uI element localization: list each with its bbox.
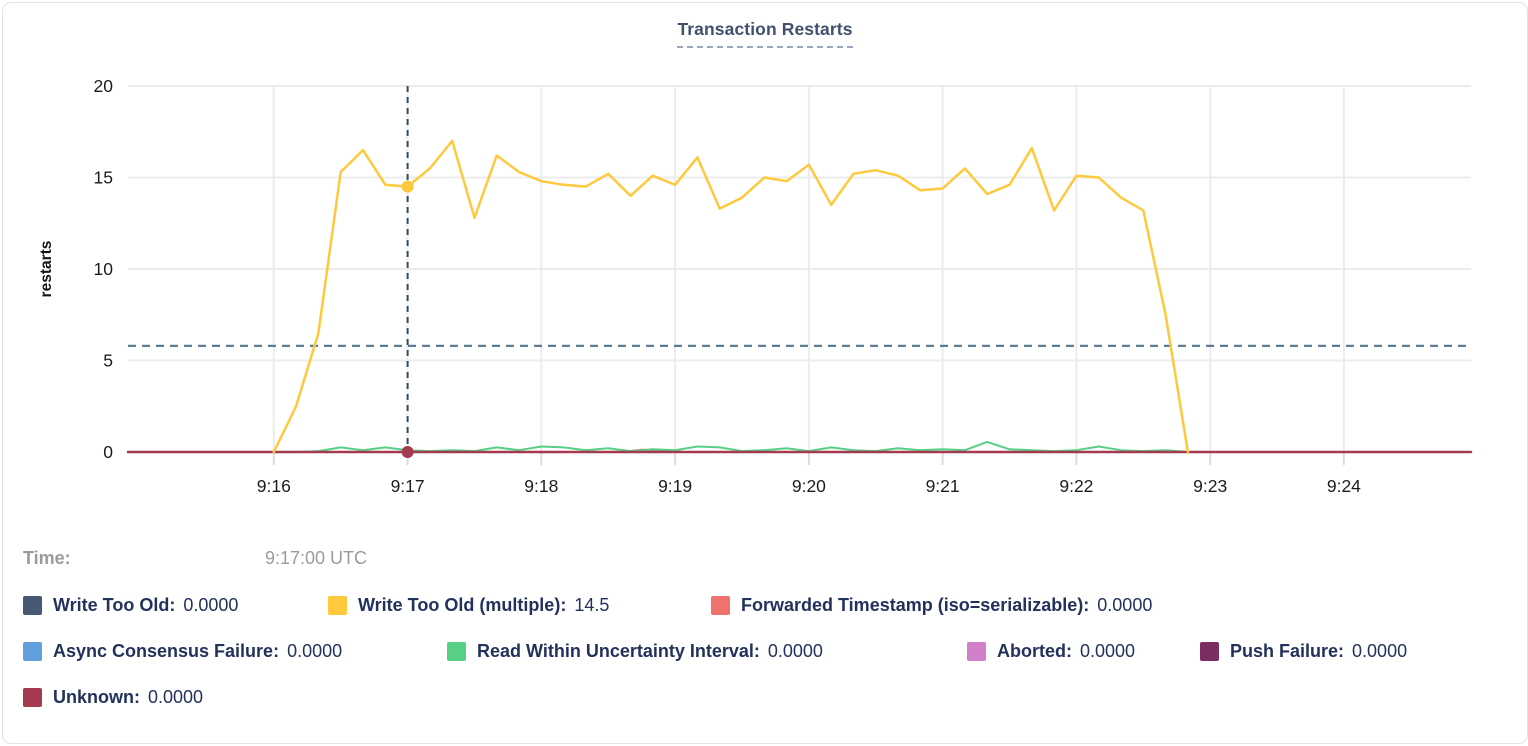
- x-tick-label: 9:17: [391, 476, 425, 496]
- legend-item-push-failure: Push Failure: 0.0000: [1200, 640, 1407, 662]
- legend-value: 0.0000: [1352, 640, 1408, 661]
- legend-label: Async Consensus Failure:: [53, 640, 280, 661]
- chart-title[interactable]: Transaction Restarts: [677, 19, 853, 48]
- x-tick-label: 9:24: [1327, 476, 1361, 496]
- x-tick-label: 9:23: [1193, 476, 1227, 496]
- y-tick-label: 10: [94, 259, 114, 279]
- legend-value: 0.0000: [287, 640, 343, 661]
- hover-dot-write-too-old-multiple: [401, 180, 414, 193]
- chart-title-wrap: Transaction Restarts: [3, 19, 1527, 48]
- legend-value: 0.0000: [1080, 640, 1136, 661]
- x-tick-label: 9:16: [257, 476, 291, 496]
- y-axis-title: restarts: [38, 241, 55, 298]
- y-tick-label: 15: [94, 168, 113, 188]
- legend-item-write-too-old: Write Too Old: 0.0000: [23, 594, 238, 616]
- series-write-too-old-multiple: [272, 139, 1190, 454]
- y-tick-label: 20: [94, 76, 114, 96]
- legend-value: 14.5: [574, 594, 610, 615]
- legend-swatch-write-too-old: [23, 595, 42, 615]
- legend-item-write-too-old-multiple: Write Too Old (multiple): 14.5: [328, 594, 609, 616]
- legend-label: Write Too Old:: [53, 594, 176, 615]
- y-tick-label: 5: [103, 351, 113, 371]
- hover-dot-unknown: [401, 446, 414, 458]
- legend-value: 0.0000: [1097, 594, 1153, 615]
- hover-time-label: Time:: [23, 548, 71, 568]
- legend-label: Aborted:: [997, 640, 1072, 661]
- hover-time-row: Time: 9:17:00 UTC: [3, 548, 1527, 572]
- hover-time-value: 9:17:00 UTC: [265, 548, 368, 568]
- y-tick-label: 0: [103, 442, 113, 462]
- legend-label: Write Too Old (multiple):: [358, 594, 567, 615]
- legend-value: 0.0000: [148, 686, 204, 707]
- legend-value: 0.0000: [183, 594, 239, 615]
- legend-value: 0.0000: [767, 640, 823, 661]
- legend-swatch-forwarded-timestamp-iso-serializable: [711, 595, 730, 615]
- legend-item-read-within-uncertainty-interval: Read Within Uncertainty Interval: 0.0000: [447, 640, 823, 662]
- legend-swatch-write-too-old-multiple: [328, 595, 347, 615]
- legend-item-async-consensus-failure: Async Consensus Failure: 0.0000: [23, 640, 342, 662]
- legend-label: Unknown:: [53, 686, 140, 707]
- legend-swatch-read-within-uncertainty-interval: [447, 641, 466, 661]
- legend-item-aborted: Aborted: 0.0000: [967, 640, 1135, 662]
- legend-swatch-aborted: [967, 641, 986, 661]
- x-tick-label: 9:19: [658, 476, 692, 496]
- legend-label: Read Within Uncertainty Interval:: [477, 640, 760, 661]
- legend-swatch-async-consensus-failure: [23, 641, 42, 661]
- x-tick-label: 9:22: [1059, 476, 1093, 496]
- transaction-restarts-chart[interactable]: 9:16 9:17 9:18 9:19 9:20 9:21 9:22 9:23 9:24 0 5 10…: [3, 3, 1527, 515]
- legend-swatch-unknown: [23, 687, 42, 707]
- legend-label: Push Failure:: [1230, 640, 1345, 661]
- legend-label: Forwarded Timestamp (iso=serializable):: [741, 594, 1090, 615]
- x-tick-label: 9:21: [926, 476, 960, 496]
- legend-swatch-push-failure: [1200, 641, 1219, 661]
- legend-item-forwarded-timestamp-iso-serializable: Forwarded Timestamp (iso=serializable): 0…: [711, 594, 1152, 616]
- x-tick-label: 9:18: [524, 476, 558, 496]
- x-tick-label: 9:20: [792, 476, 826, 496]
- legend-item-unknown: Unknown: 0.0000: [23, 686, 203, 708]
